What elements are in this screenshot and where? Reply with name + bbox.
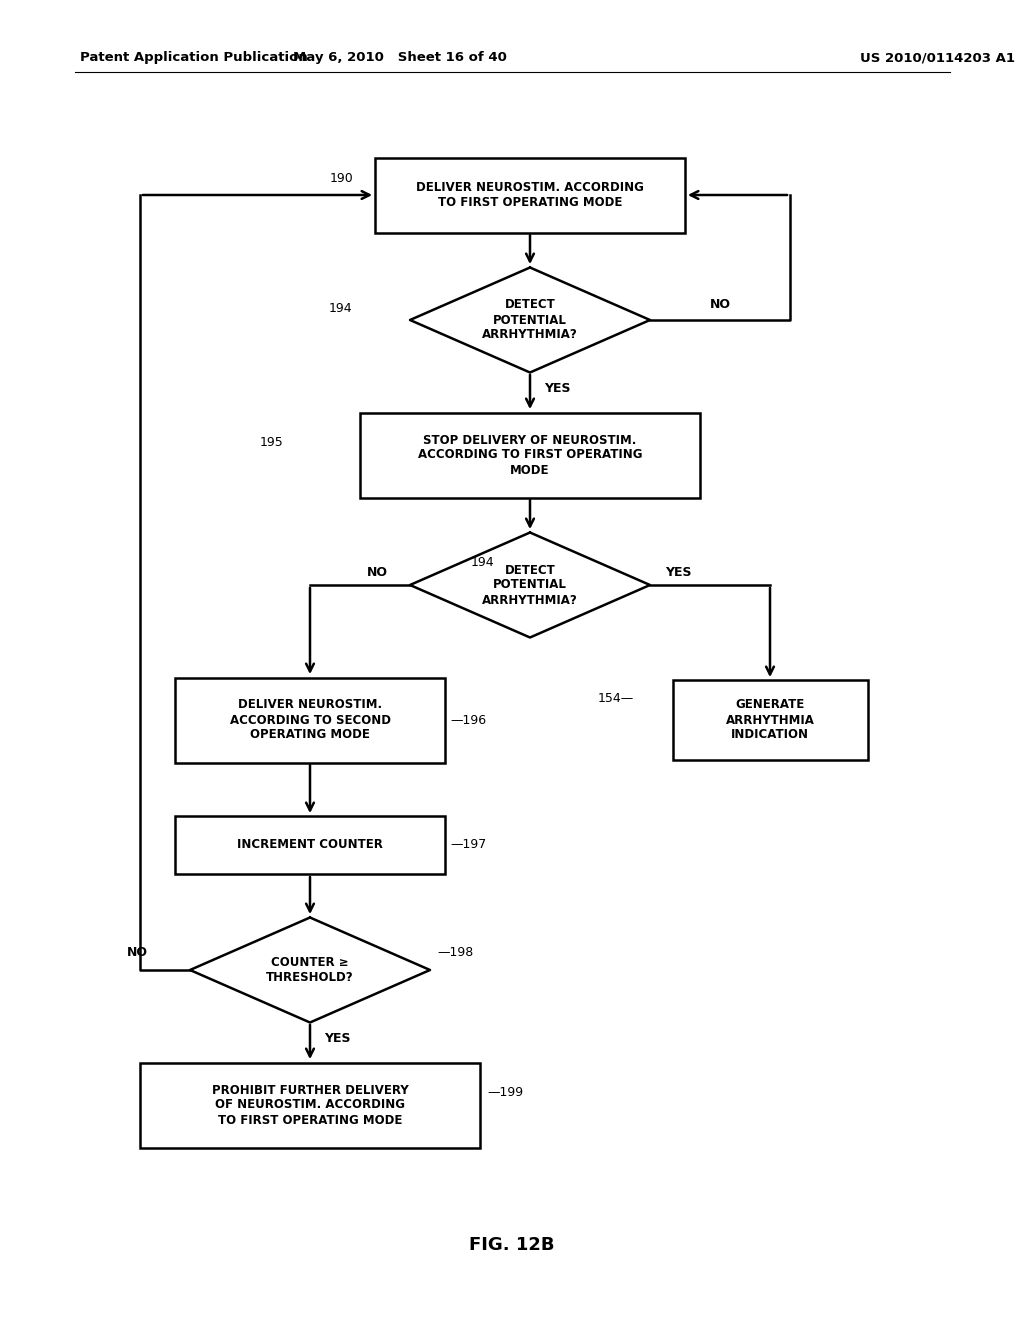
Text: NO: NO — [710, 297, 730, 310]
Text: DETECT
POTENTIAL
ARRHYTHMIA?: DETECT POTENTIAL ARRHYTHMIA? — [482, 298, 578, 342]
Text: 190: 190 — [330, 172, 353, 185]
Text: —197: —197 — [450, 838, 486, 851]
Polygon shape — [410, 532, 650, 638]
Text: Patent Application Publication: Patent Application Publication — [80, 51, 308, 65]
Text: 154—: 154— — [598, 692, 634, 705]
Text: NO: NO — [127, 945, 148, 958]
FancyBboxPatch shape — [360, 412, 700, 498]
FancyBboxPatch shape — [375, 157, 685, 232]
FancyBboxPatch shape — [175, 677, 445, 763]
Text: GENERATE
ARRHYTHMIA
INDICATION: GENERATE ARRHYTHMIA INDICATION — [726, 698, 814, 742]
Text: NO: NO — [367, 565, 388, 578]
Text: US 2010/0114203 A1: US 2010/0114203 A1 — [860, 51, 1015, 65]
Text: PROHIBIT FURTHER DELIVERY
OF NEUROSTIM. ACCORDING
TO FIRST OPERATING MODE: PROHIBIT FURTHER DELIVERY OF NEUROSTIM. … — [212, 1084, 409, 1126]
Text: 194: 194 — [470, 556, 494, 569]
Text: DETECT
POTENTIAL
ARRHYTHMIA?: DETECT POTENTIAL ARRHYTHMIA? — [482, 564, 578, 606]
Text: YES: YES — [665, 565, 691, 578]
FancyBboxPatch shape — [175, 816, 445, 874]
Text: DELIVER NEUROSTIM. ACCORDING
TO FIRST OPERATING MODE: DELIVER NEUROSTIM. ACCORDING TO FIRST OP… — [416, 181, 644, 209]
Text: —199: —199 — [487, 1086, 523, 1100]
Text: May 6, 2010   Sheet 16 of 40: May 6, 2010 Sheet 16 of 40 — [293, 51, 507, 65]
FancyBboxPatch shape — [673, 680, 867, 760]
Text: 194: 194 — [329, 301, 352, 314]
Text: STOP DELIVERY OF NEUROSTIM.
ACCORDING TO FIRST OPERATING
MODE: STOP DELIVERY OF NEUROSTIM. ACCORDING TO… — [418, 433, 642, 477]
Text: 195: 195 — [259, 437, 283, 450]
Text: YES: YES — [544, 381, 570, 395]
Polygon shape — [190, 917, 430, 1023]
Text: YES: YES — [324, 1031, 350, 1044]
Polygon shape — [410, 268, 650, 372]
Text: —198: —198 — [437, 945, 473, 958]
Text: INCREMENT COUNTER: INCREMENT COUNTER — [238, 838, 383, 851]
Text: DELIVER NEUROSTIM.
ACCORDING TO SECOND
OPERATING MODE: DELIVER NEUROSTIM. ACCORDING TO SECOND O… — [229, 698, 390, 742]
Text: COUNTER ≥
THRESHOLD?: COUNTER ≥ THRESHOLD? — [266, 956, 354, 983]
Text: —196: —196 — [450, 714, 486, 726]
Text: FIG. 12B: FIG. 12B — [469, 1236, 555, 1254]
FancyBboxPatch shape — [140, 1063, 480, 1147]
